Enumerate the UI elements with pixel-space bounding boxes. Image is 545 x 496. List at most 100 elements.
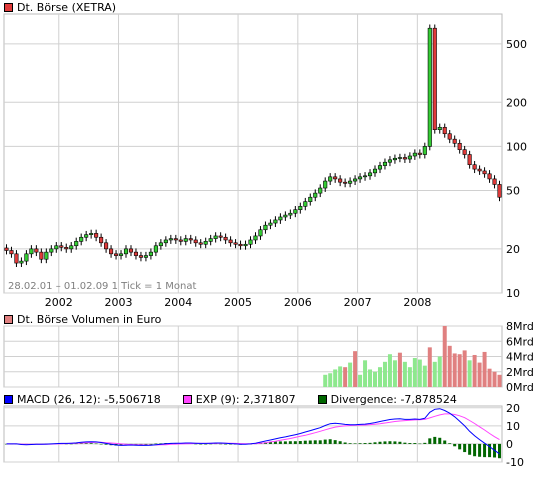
volume-bar	[328, 373, 333, 387]
volume-bar	[487, 368, 492, 387]
divergence-bar	[393, 441, 397, 444]
candle-body	[34, 248, 39, 253]
candle-body	[437, 126, 442, 130]
divergence-bar	[438, 437, 442, 444]
divergence-bar	[84, 443, 88, 444]
candle-body	[49, 248, 54, 253]
divergence-bar	[403, 442, 407, 444]
candle-body	[183, 238, 188, 242]
volume-bar	[373, 371, 378, 387]
candle-body	[208, 238, 213, 242]
divergence-bar	[428, 438, 432, 444]
divergence-swatch	[317, 394, 327, 404]
volume-bar	[447, 345, 452, 387]
divergence-bar	[498, 443, 502, 459]
macd-legend: MACD (26, 12): -5,506718 EXP (9): 2,3718…	[4, 392, 457, 406]
x-tick-label: 2003	[105, 296, 133, 309]
divergence-bar	[323, 439, 327, 444]
candle-body	[298, 206, 303, 210]
candle-body	[258, 229, 263, 237]
candle-body	[432, 27, 437, 130]
divergence-bar	[458, 443, 462, 450]
divergence-bar	[398, 441, 402, 444]
divergence-bar	[313, 440, 317, 444]
divergence-bar	[154, 443, 158, 445]
divergence-bar	[194, 443, 198, 445]
volume-bar	[338, 366, 343, 387]
candle-body	[253, 235, 258, 241]
candle-body	[452, 138, 457, 144]
candle-body	[198, 242, 203, 245]
divergence-bar	[298, 441, 302, 444]
divergence-bar	[388, 441, 392, 444]
volume-title: Dt. Börse Volumen in Euro	[17, 312, 162, 326]
candle-body	[168, 238, 173, 241]
volume-bar	[497, 374, 502, 387]
candle-body	[79, 236, 84, 242]
x-tick-label: 2004	[164, 296, 192, 309]
macd-panel-frame	[3, 405, 503, 463]
divergence-bar	[204, 443, 208, 445]
divergence-bar	[303, 440, 307, 444]
candle-body	[328, 176, 333, 182]
candle-body	[363, 175, 368, 178]
macd-tick-label: -10	[506, 456, 524, 469]
divergence-bar	[453, 443, 457, 447]
macd-tick-label: 0	[506, 438, 513, 451]
divergence-bar	[308, 440, 312, 444]
volume-bar	[442, 326, 447, 387]
divergence-bar	[229, 443, 233, 445]
exp-label: EXP (9): 2,371807	[195, 392, 296, 406]
price-tick-label: 10	[506, 287, 520, 300]
volume-bar	[422, 365, 427, 387]
candle-body	[188, 238, 193, 241]
candle-body	[392, 157, 397, 161]
divergence-bar	[328, 439, 332, 444]
candle-body	[4, 247, 9, 251]
divergence-bar	[368, 442, 372, 444]
volume-bar	[353, 351, 358, 387]
candle-body	[492, 178, 497, 185]
volume-bar	[333, 369, 338, 387]
volume-bar	[363, 360, 368, 387]
volume-bar	[477, 362, 482, 387]
candle-body	[233, 242, 238, 245]
divergence-bar	[408, 443, 412, 444]
divergence-bar	[4, 443, 8, 445]
divergence-bar	[338, 441, 342, 444]
divergence-bar	[144, 443, 148, 445]
candle-body	[477, 168, 482, 172]
candle-body	[99, 236, 104, 244]
macd-tick-label: 20	[506, 402, 520, 415]
volume-bar	[492, 371, 497, 387]
volume-bar	[462, 350, 467, 387]
divergence-bar	[423, 442, 427, 444]
divergence-bar	[219, 443, 223, 445]
divergence-bar	[74, 443, 78, 445]
divergence-bar	[199, 443, 203, 445]
divergence-bar	[348, 443, 352, 444]
volume-bar	[427, 347, 432, 387]
volume-bar	[482, 351, 487, 387]
macd-label: MACD (26, 12): -5,506718	[17, 392, 161, 406]
divergence-bar	[363, 443, 367, 444]
volume-tick-label: 4Mrd	[506, 351, 534, 364]
candle-body	[288, 212, 293, 216]
volume-bar	[358, 374, 363, 387]
candle-body	[158, 242, 163, 247]
divergence-bar	[79, 443, 83, 444]
candle-body	[133, 251, 139, 256]
candle-body	[123, 248, 129, 255]
volume-bar	[402, 361, 407, 387]
candle-body	[457, 142, 462, 150]
candle-body	[497, 184, 502, 198]
candle-body	[213, 235, 218, 239]
candle-body	[472, 164, 477, 170]
divergence-bar	[293, 441, 297, 444]
candle-body	[412, 152, 417, 157]
divergence-bar	[224, 443, 228, 445]
divergence-bar	[433, 436, 437, 444]
volume-bar	[397, 352, 402, 387]
divergence-bar	[99, 443, 103, 445]
candle-body	[358, 176, 363, 180]
